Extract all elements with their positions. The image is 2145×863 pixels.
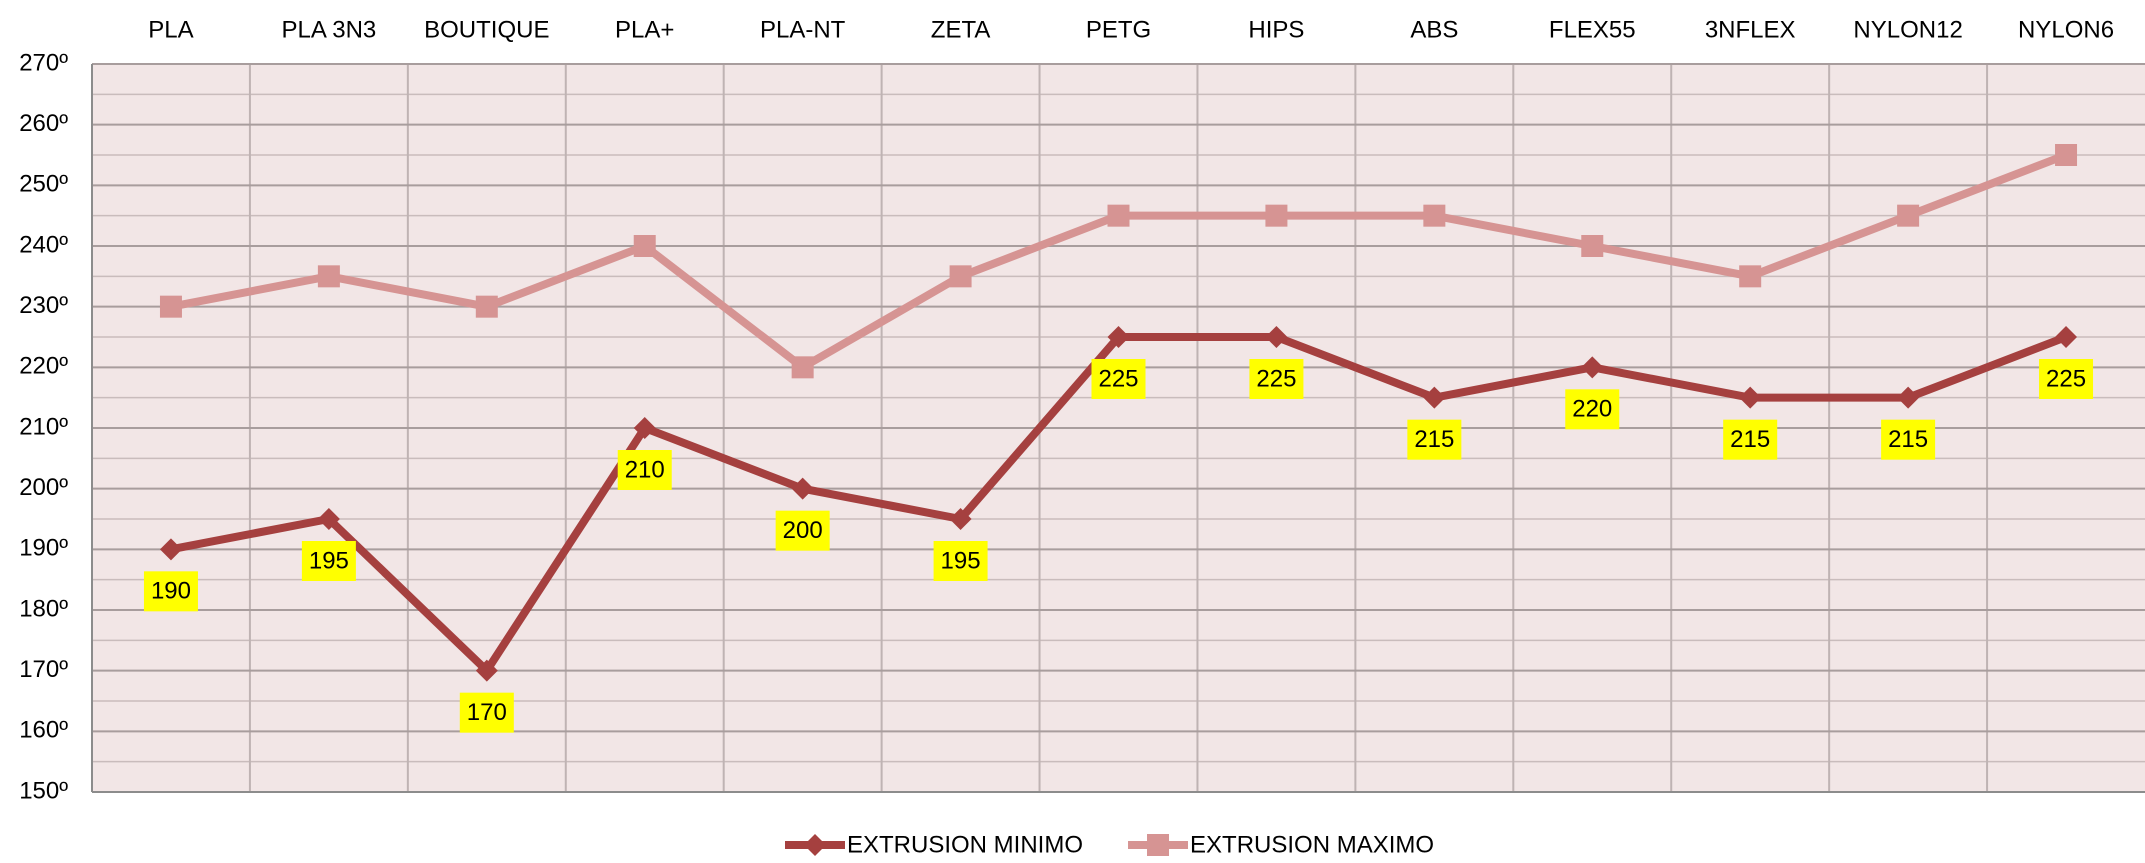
data-point xyxy=(1897,204,1920,227)
data-point xyxy=(475,659,498,682)
data-label: 225 xyxy=(1256,365,1296,392)
data-point xyxy=(1107,204,1130,227)
x-tick-label: PETG xyxy=(1086,16,1151,43)
data-label-box xyxy=(1565,389,1620,430)
legend-marker xyxy=(804,834,826,856)
data-point xyxy=(1897,386,1920,409)
data-label-box xyxy=(2039,359,2094,399)
x-tick-label: PLA+ xyxy=(615,16,674,43)
data-label-box xyxy=(459,692,514,733)
y-tick-label: 230º xyxy=(19,292,68,319)
data-label: 190 xyxy=(151,578,191,605)
data-label-box xyxy=(301,541,356,581)
data-label: 220 xyxy=(1572,396,1612,423)
data-point xyxy=(2055,144,2078,166)
data-label-box xyxy=(1407,419,1462,460)
data-point xyxy=(1265,204,1288,227)
y-tick-label: 200º xyxy=(19,474,68,501)
x-tick-label: ZETA xyxy=(931,16,991,43)
data-label-box xyxy=(1091,359,1146,399)
data-point xyxy=(1423,204,1446,227)
data-label-box xyxy=(1881,419,1936,460)
data-point xyxy=(1265,326,1288,348)
y-tick-label: 150º xyxy=(19,777,68,804)
legend-label: EXTRUSION MAXIMO xyxy=(1190,831,1434,858)
data-point xyxy=(159,295,182,318)
data-point xyxy=(949,265,972,288)
data-point xyxy=(159,538,182,561)
y-tick-label: 270º xyxy=(19,49,68,76)
data-label-box xyxy=(1723,419,1778,460)
legend-item: EXTRUSION MINIMO xyxy=(785,831,1083,858)
legend-item: EXTRUSION MAXIMO xyxy=(1128,831,1434,858)
data-label-box xyxy=(1249,359,1304,399)
data-point xyxy=(791,356,814,379)
data-point xyxy=(2055,326,2078,348)
data-point xyxy=(475,295,498,318)
legend-label: EXTRUSION MINIMO xyxy=(847,831,1083,858)
x-tick-label: 3NFLEX xyxy=(1705,16,1796,43)
y-tick-label: 190º xyxy=(19,535,68,562)
x-tick-label: NYLON6 xyxy=(2018,16,2114,43)
data-label: 170 xyxy=(467,699,507,726)
data-point xyxy=(633,417,656,439)
data-label: 200 xyxy=(783,517,823,544)
data-point xyxy=(949,508,972,530)
data-label-box xyxy=(143,571,198,612)
data-label: 195 xyxy=(309,547,349,574)
data-label: 215 xyxy=(1888,426,1928,453)
data-point xyxy=(317,508,340,530)
data-label: 215 xyxy=(1730,426,1770,453)
data-point xyxy=(1739,386,1762,409)
x-tick-label: FLEX55 xyxy=(1549,16,1636,43)
data-label: 195 xyxy=(941,547,981,574)
data-point xyxy=(633,235,656,257)
data-point xyxy=(317,265,340,288)
y-tick-label: 210º xyxy=(19,413,68,440)
y-tick-label: 160º xyxy=(19,717,68,744)
y-tick-label: 170º xyxy=(19,656,68,683)
x-tick-label: PLA-NT xyxy=(760,16,846,43)
x-tick-label: NYLON12 xyxy=(1853,16,1962,43)
data-label: 210 xyxy=(625,456,665,483)
data-label: 225 xyxy=(2046,365,2086,392)
data-point xyxy=(791,477,814,500)
x-tick-label: PLA xyxy=(148,16,193,43)
y-tick-label: 250º xyxy=(19,171,68,198)
data-point xyxy=(1107,326,1130,348)
data-label-box xyxy=(933,541,988,581)
legend-marker xyxy=(1147,834,1170,856)
data-label: 215 xyxy=(1414,426,1454,453)
data-point xyxy=(1581,235,1604,257)
y-tick-label: 240º xyxy=(19,231,68,258)
x-tick-label: BOUTIQUE xyxy=(424,16,549,43)
data-label-box xyxy=(775,510,830,551)
x-tick-label: ABS xyxy=(1410,16,1458,43)
x-tick-label: HIPS xyxy=(1248,16,1304,43)
x-tick-label: PLA 3N3 xyxy=(282,16,377,43)
data-point xyxy=(1423,386,1446,409)
y-tick-label: 180º xyxy=(19,595,68,622)
data-label-box xyxy=(617,450,672,490)
y-tick-label: 220º xyxy=(19,353,68,380)
data-point xyxy=(1581,356,1604,379)
y-tick-label: 260º xyxy=(19,110,68,137)
data-label: 225 xyxy=(1098,365,1138,392)
data-point xyxy=(1739,265,1762,288)
